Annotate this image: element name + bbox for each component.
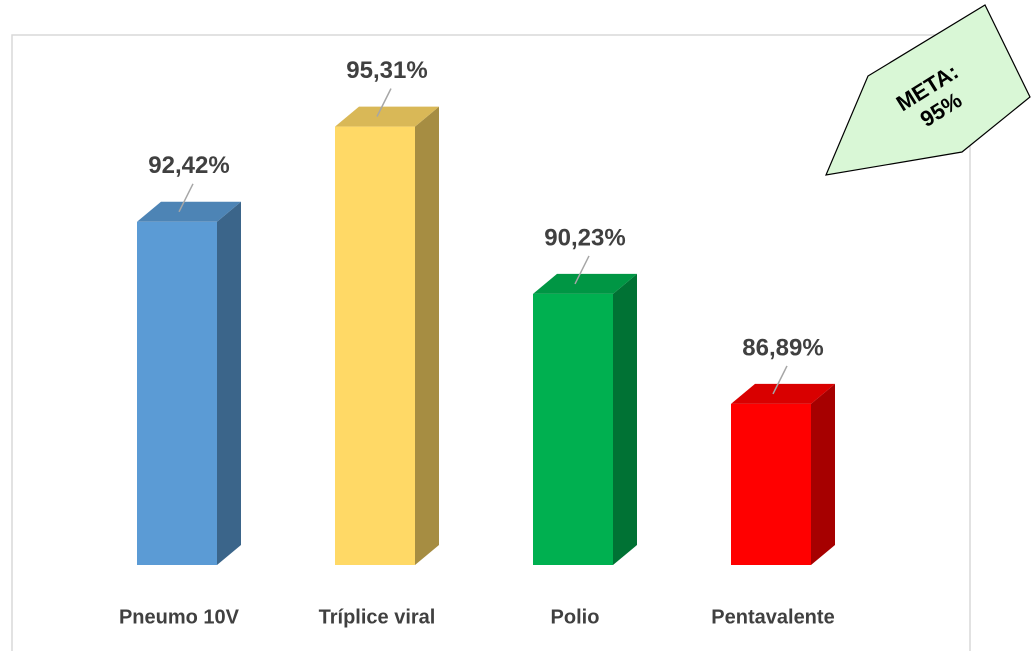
bar: [335, 126, 415, 566]
bar-side: [811, 383, 835, 565]
annotation-callout: [825, 4, 1031, 176]
value-label: 92,42%: [148, 152, 229, 179]
value-label: 95,31%: [346, 57, 427, 84]
bar: [731, 403, 811, 565]
value-label: 86,89%: [742, 334, 823, 361]
plot-border: [11, 34, 971, 651]
bar: [137, 221, 217, 565]
value-label: 90,23%: [544, 224, 625, 251]
bar-top: [533, 273, 637, 294]
bar-side: [415, 106, 439, 566]
x-tick-label: Pentavalente: [711, 606, 834, 628]
label-leader: [772, 365, 788, 395]
label-leader: [376, 88, 392, 117]
bar-side: [217, 201, 241, 565]
bar-top: [335, 106, 439, 127]
label-leader: [178, 183, 194, 213]
x-tick-label: Polio: [551, 606, 600, 628]
x-tick-label: Tríplice viral: [319, 606, 436, 628]
bar: [533, 293, 613, 565]
bar-top: [731, 383, 835, 404]
bar-top: [137, 201, 241, 222]
x-tick-label: Pneumo 10V: [119, 606, 240, 628]
label-leader: [574, 255, 590, 285]
bar-side: [613, 273, 637, 565]
